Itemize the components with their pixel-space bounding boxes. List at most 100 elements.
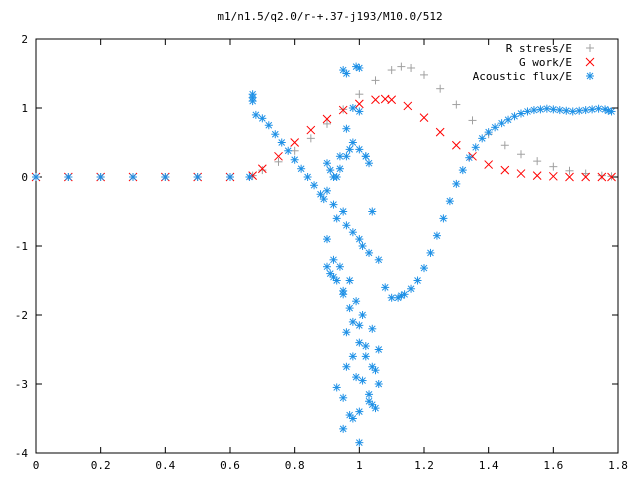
- data-point: [348, 104, 357, 112]
- data-point: [332, 214, 341, 223]
- data-point: [355, 438, 364, 447]
- data-point: [339, 207, 348, 216]
- data-point: [361, 352, 370, 361]
- data-point: [355, 235, 364, 244]
- data-point: [342, 221, 351, 230]
- data-point: [387, 293, 396, 302]
- data-point: [358, 242, 367, 250]
- data-point: [400, 290, 409, 299]
- axis-ticks: [35, 38, 619, 454]
- data-point: [397, 62, 406, 71]
- data-point: [565, 172, 574, 182]
- data-point: [303, 173, 312, 181]
- data-point: [471, 143, 480, 152]
- data-point: [355, 90, 364, 99]
- data-point: [32, 173, 40, 181]
- data-point: [339, 424, 348, 433]
- x-tick-label: 1: [356, 459, 363, 472]
- data-point: [271, 130, 280, 139]
- data-point: [355, 107, 364, 116]
- data-point: [607, 172, 616, 182]
- data-point: [568, 107, 577, 116]
- data-point: [338, 105, 348, 115]
- data-point: [594, 104, 603, 113]
- data-point: [290, 138, 300, 147]
- data-point: [323, 186, 331, 195]
- data-point: [342, 152, 351, 161]
- data-point: [96, 173, 105, 181]
- data-point: [64, 173, 73, 181]
- data-point: [542, 104, 551, 113]
- data-point: [432, 231, 441, 240]
- data-point: [348, 228, 357, 237]
- data-point: [277, 138, 286, 147]
- data-point: [348, 317, 357, 326]
- data-point: [345, 145, 354, 154]
- data-point: [245, 173, 254, 181]
- data-point: [355, 407, 364, 416]
- data-point: [581, 169, 590, 178]
- data-point: [436, 84, 445, 93]
- data-point: [361, 152, 370, 161]
- data-point: [332, 173, 341, 181]
- data-point: [452, 179, 461, 188]
- data-point: [407, 63, 416, 72]
- data-point: [523, 107, 532, 116]
- data-point: [365, 159, 374, 168]
- data-point: [348, 352, 357, 361]
- data-point: [371, 76, 380, 85]
- data-point: [445, 197, 454, 206]
- x-tick-label: 0: [33, 459, 40, 472]
- data-point: [323, 119, 331, 128]
- data-point: [251, 110, 260, 119]
- data-point: [413, 276, 422, 285]
- data-point: [306, 134, 315, 143]
- data-point: [226, 173, 234, 181]
- data-point: [371, 366, 380, 375]
- data-point: [257, 164, 267, 174]
- data-point: [565, 166, 574, 175]
- data-point: [290, 155, 299, 164]
- data-point: [335, 164, 344, 173]
- x-tick-label: 0.2: [91, 459, 111, 472]
- data-point: [258, 114, 267, 123]
- data-point: [504, 115, 513, 124]
- data-point: [342, 328, 351, 337]
- y-tick-label: 0: [21, 171, 28, 184]
- data-point: [374, 255, 383, 264]
- data-point: [374, 345, 383, 354]
- data-point: [536, 105, 545, 114]
- data-point: [403, 101, 413, 111]
- axis-tick-labels: 0 0.2 0.4 0.6 0.8 1 1.2 1.4 1.6 1.8 2 1 0 -1 -2 -3 -4: [15, 33, 628, 472]
- data-point: [354, 99, 364, 109]
- cross-marker-icon: [585, 57, 595, 67]
- data-point: [342, 362, 351, 371]
- data-point: [532, 171, 542, 180]
- data-point: [588, 105, 597, 114]
- data-point: [510, 112, 519, 121]
- data-point: [335, 262, 344, 271]
- data-point: [368, 400, 377, 409]
- x-tick-label: 0.8: [285, 459, 305, 472]
- data-point: [451, 140, 461, 150]
- legend-label: Acoustic flux/E: [473, 70, 572, 83]
- data-point: [319, 195, 328, 204]
- plus-marker-icon: [586, 44, 594, 52]
- data-point: [458, 166, 467, 175]
- data-point: [555, 106, 564, 115]
- data-point: [394, 293, 403, 302]
- data-point: [355, 321, 364, 330]
- star-marker-icon: [586, 72, 594, 80]
- data-point: [161, 173, 170, 181]
- data-point: [361, 342, 370, 351]
- data-point: [516, 169, 526, 178]
- data-point: [581, 172, 591, 182]
- data-point: [426, 248, 435, 257]
- data-point: [368, 207, 377, 216]
- legend-label: R stress/E: [506, 42, 572, 55]
- data-point: [500, 141, 509, 150]
- data-point: [381, 283, 390, 292]
- data-point: [484, 160, 494, 169]
- data-point: [342, 69, 351, 78]
